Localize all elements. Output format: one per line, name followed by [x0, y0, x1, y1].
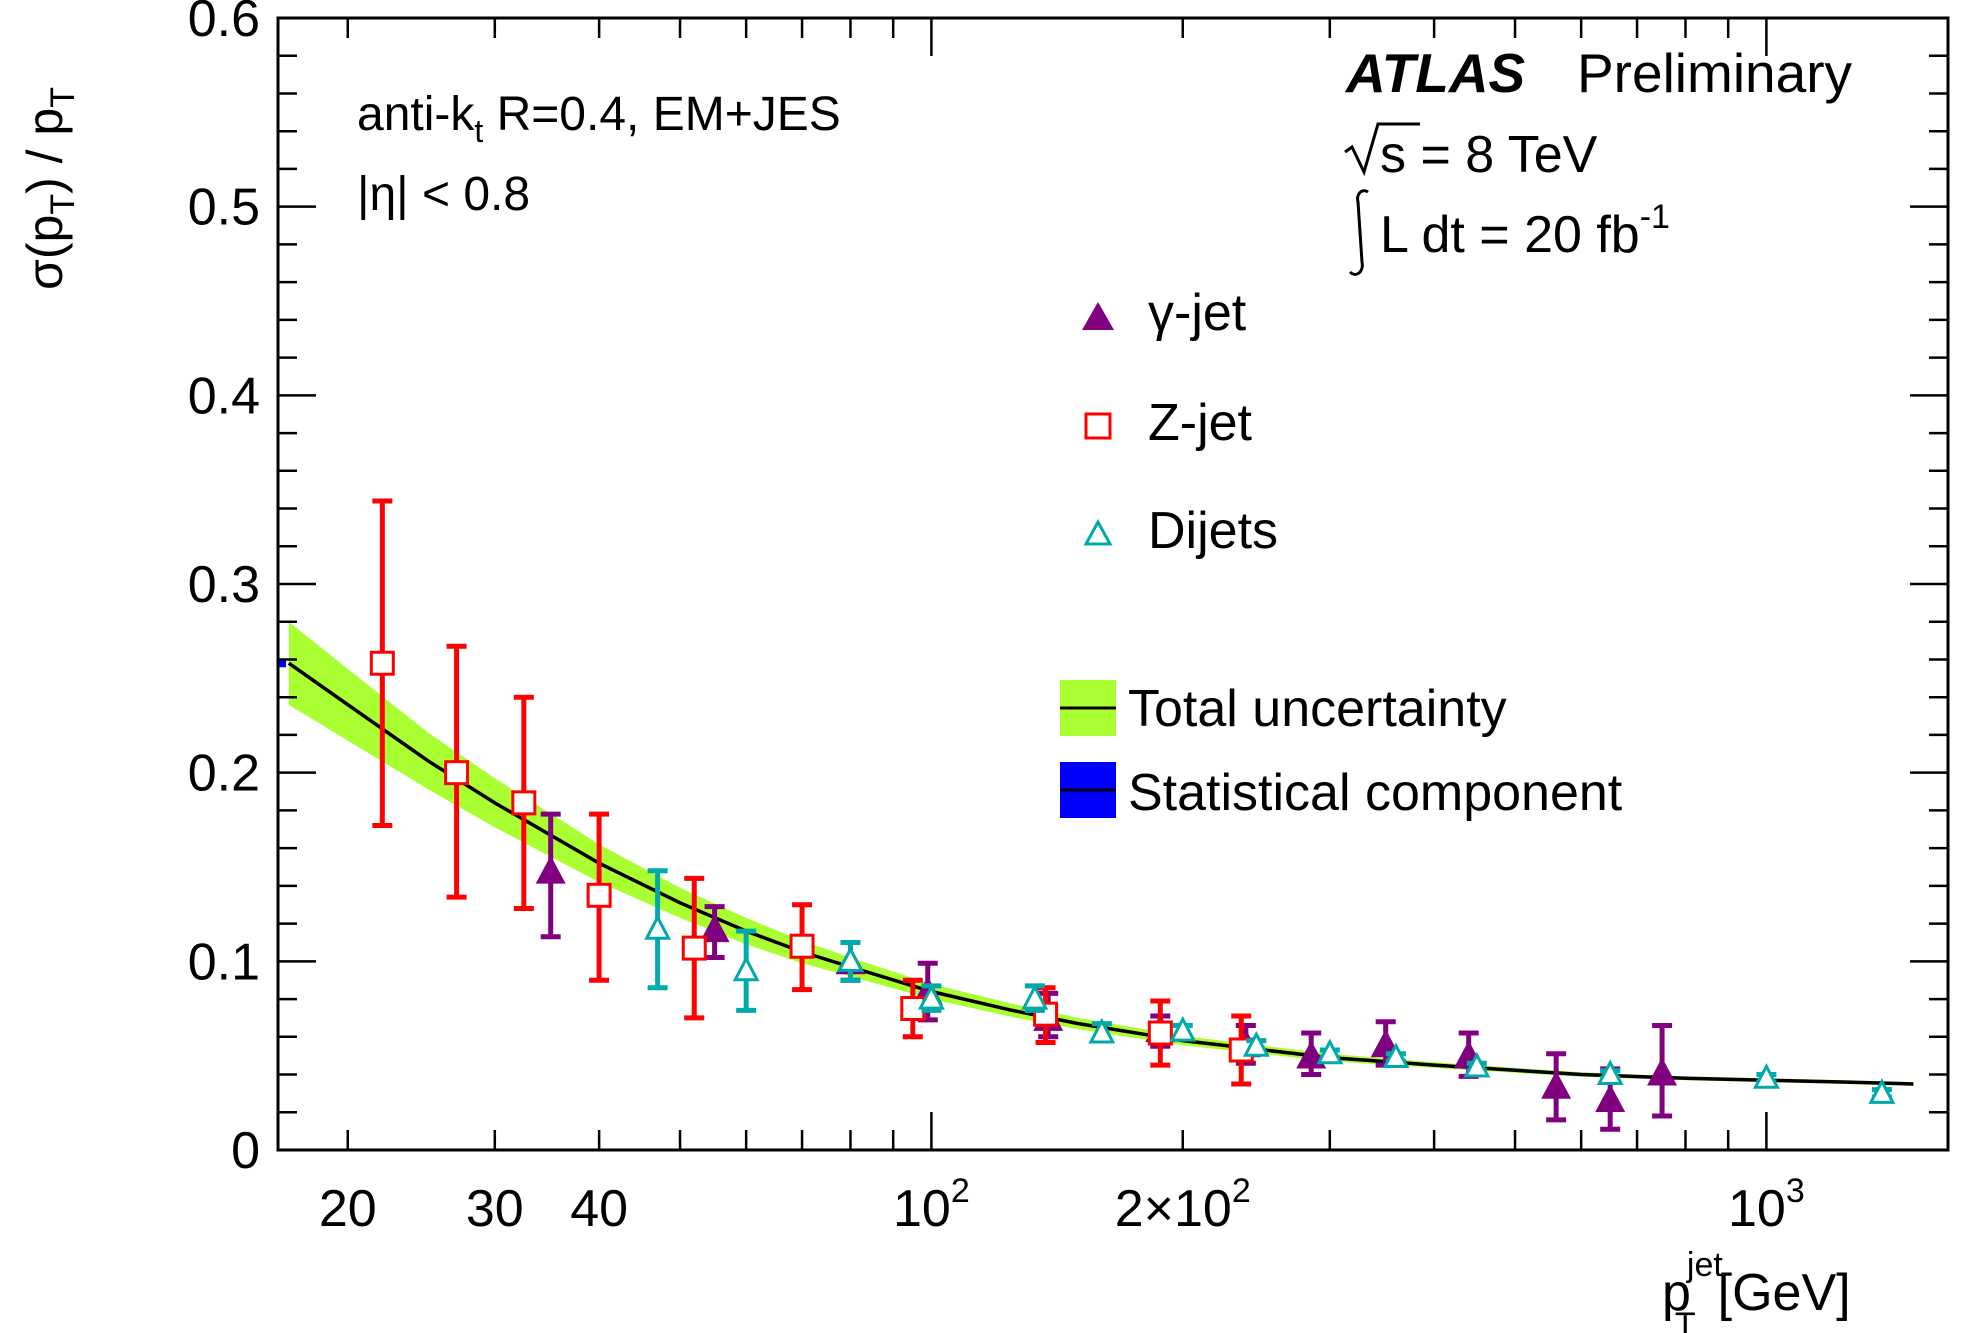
- gamma-jet-point: [1541, 1070, 1572, 1099]
- legend-label-z-jet: Z-jet: [1148, 394, 1253, 452]
- dijet-point: [917, 983, 945, 1010]
- statistical-component-band: [278, 659, 286, 668]
- x-tick-label: 102: [893, 1172, 970, 1238]
- uncertainty-band-layer: [278, 621, 1914, 1086]
- legend: γ-jet Z-jet Dijets Total uncertainty Sta…: [1060, 284, 1623, 822]
- jet-algorithm-label: anti-kt R=0.4, EM+JES: [357, 88, 841, 149]
- legend-label-total-uncertainty: Total uncertainty: [1128, 680, 1507, 738]
- eta-range-label: |η| < 0.8: [357, 168, 530, 221]
- z-jet-point: [681, 935, 707, 961]
- sqrt-symbol: [1344, 122, 1420, 177]
- legend-entry-z-jet: Z-jet: [1084, 394, 1253, 452]
- dijet-point: [1752, 1063, 1780, 1089]
- legend-marker-dijets: [1083, 518, 1113, 546]
- series-z-jet: [369, 498, 1254, 1087]
- dijet-point: [1596, 1059, 1624, 1086]
- sqrt-s-label: s = 8 TeV: [1380, 126, 1598, 184]
- gamma-jet-point: [699, 914, 730, 943]
- z-jet-point: [586, 882, 612, 908]
- y-tick-label: 0.5: [188, 179, 260, 237]
- dijet-point: [732, 955, 760, 982]
- z-jet-point: [369, 650, 395, 676]
- axis-tick-label-layer: 0 0.1 0.2 0.3 0.4 0.5 0.6 20 30 40 102 2×102 103: [188, 0, 1805, 1238]
- y-tick-label: 0: [231, 1122, 260, 1180]
- z-jet-point: [444, 760, 470, 786]
- gamma-jet-point: [1647, 1057, 1678, 1086]
- integral-symbol: [1348, 189, 1369, 276]
- x-tick-label: 20: [319, 1180, 377, 1238]
- series-dijet: [644, 868, 1896, 1104]
- luminosity-label: L dt = 20 fb-1: [1380, 198, 1670, 264]
- y-axis-label: σ(pT) / pT: [17, 87, 82, 290]
- dijet-point: [1242, 1031, 1270, 1057]
- x-tick-label: 30: [466, 1180, 524, 1238]
- dijet-point: [1868, 1078, 1896, 1104]
- y-tick-label: 0.3: [188, 556, 260, 614]
- gamma-jet-point: [535, 855, 566, 884]
- dijet-point: [1021, 983, 1049, 1010]
- dijet-point: [837, 946, 864, 972]
- dijet-point: [1169, 1015, 1197, 1042]
- x-tick-label: 103: [1728, 1172, 1805, 1238]
- atlas-label: ATLAS: [1344, 42, 1526, 104]
- x-tick-label: 2×102: [1115, 1172, 1251, 1238]
- legend-entry-dijets: Dijets: [1083, 502, 1278, 560]
- z-jet-point: [511, 790, 537, 816]
- dijet-point: [1316, 1038, 1344, 1065]
- legend-label-statistical-component: Statistical component: [1128, 764, 1623, 822]
- axis-tick-layer: [278, 16, 1948, 1152]
- legend-marker-z-jet: [1084, 412, 1112, 440]
- dijet-point: [644, 914, 672, 940]
- dijet-point: [1382, 1042, 1410, 1069]
- y-tick-label: 0.2: [188, 745, 260, 803]
- total-uncertainty-band: [288, 621, 1914, 1086]
- y-tick-label: 0.6: [188, 0, 260, 48]
- y-tick-label: 0.4: [188, 367, 260, 425]
- legend-entry-gamma-jet: γ-jet: [1082, 284, 1247, 342]
- x-axis-label: pjet T[GeV]: [1662, 1246, 1851, 1333]
- x-tick-label: 40: [570, 1180, 628, 1238]
- legend-label-gamma-jet: γ-jet: [1148, 284, 1247, 342]
- preliminary-label: Preliminary: [1577, 42, 1853, 104]
- legend-entry-total-uncertainty: Total uncertainty: [1060, 680, 1507, 738]
- z-jet-point: [1147, 1020, 1173, 1046]
- legend-label-dijets: Dijets: [1148, 502, 1278, 560]
- legend-marker-gamma-jet: [1082, 302, 1114, 330]
- legend-entry-statistical-component: Statistical component: [1060, 762, 1623, 822]
- data-series-layer: [369, 498, 1896, 1132]
- gamma-jet-point: [1595, 1083, 1626, 1112]
- dijet-point: [1463, 1051, 1491, 1078]
- z-jet-point: [789, 933, 815, 959]
- y-tick-label: 0.1: [188, 933, 260, 991]
- dijet-point: [1088, 1017, 1116, 1044]
